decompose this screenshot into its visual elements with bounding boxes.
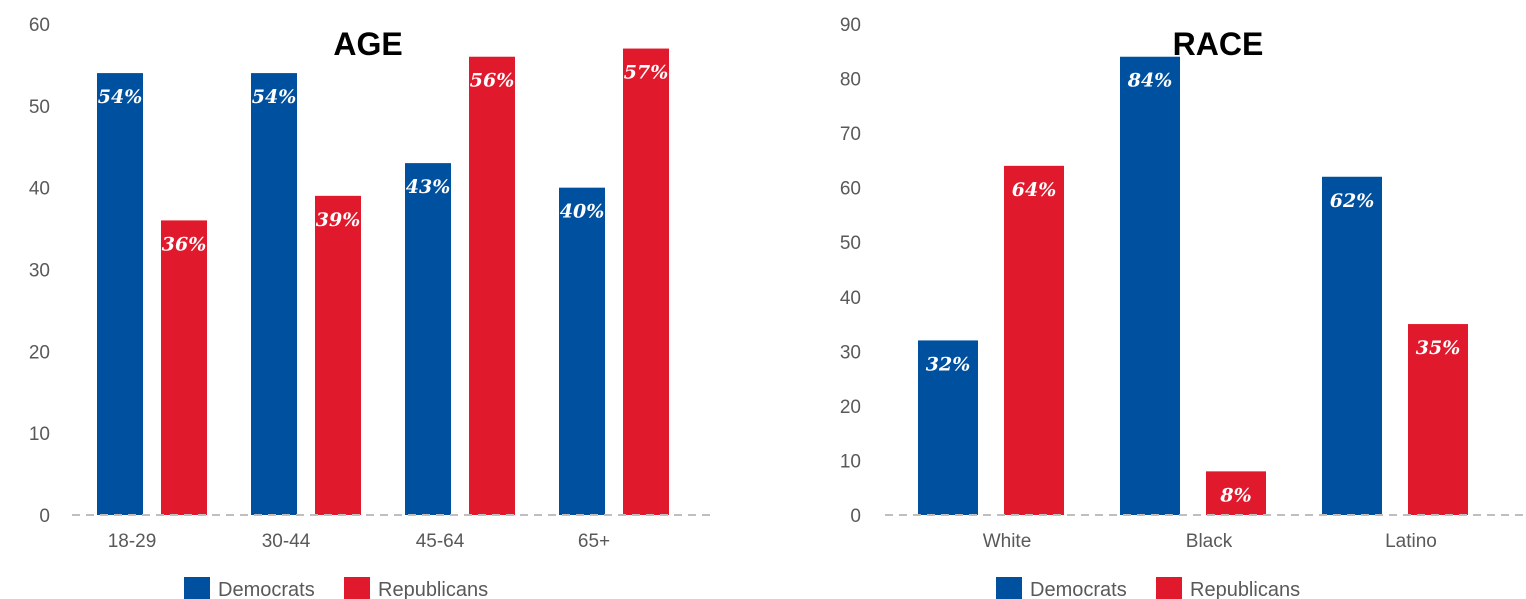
age-y-tick-label: 50 <box>29 97 50 118</box>
race-y-tick-label: 80 <box>840 70 861 91</box>
age-x-tick-label: 18-29 <box>108 531 157 552</box>
age-bar-republicans <box>469 56 515 515</box>
race-bar-republicans <box>1004 165 1064 515</box>
race-data-label: 8% <box>1219 484 1251 506</box>
race-y-tick-label: 60 <box>840 179 861 200</box>
race-y-tick-label: 20 <box>840 397 861 418</box>
race-chart-title: RACE <box>1173 26 1264 62</box>
age-bar-democrats <box>97 73 143 515</box>
age-bar-republicans <box>623 48 669 516</box>
age-y-tick-label: 0 <box>39 506 50 527</box>
age-bar-republicans <box>161 220 207 515</box>
race-bar-republicans <box>1408 324 1468 515</box>
age-data-label: 39% <box>316 209 361 231</box>
age-bar-republicans <box>315 195 361 515</box>
race-legend-label-democrats: Democrats <box>1030 579 1127 599</box>
age-x-tick-label: 65+ <box>578 531 610 552</box>
age-y-tick-label: 20 <box>29 342 50 363</box>
race-data-label: 62% <box>1330 190 1375 212</box>
age-data-label: 54% <box>252 86 297 108</box>
age-data-label: 36% <box>162 233 207 255</box>
age-data-label: 54% <box>98 86 143 108</box>
age-legend-swatch-democrats <box>184 577 210 599</box>
race-chart: 0 10 20 30 40 50 60 70 80 90 RACE 32% 64% White 84% 8% B… <box>840 15 1523 599</box>
age-y-tick-label: 60 <box>29 15 50 36</box>
race-legend-swatch-democrats <box>996 577 1022 599</box>
race-data-label: 35% <box>1416 337 1461 359</box>
race-bar-republicans <box>1206 471 1266 515</box>
race-legend-swatch-republicans <box>1156 577 1182 599</box>
age-x-tick-label: 45-64 <box>416 531 465 552</box>
race-bar-democrats <box>1120 56 1180 515</box>
race-bar-democrats <box>918 340 978 515</box>
age-chart-title: AGE <box>333 26 402 62</box>
age-chart: 0 10 20 30 40 50 60 AGE 54% 36% 18-29 54% 39% 30-44 43… <box>29 15 710 599</box>
race-y-tick-label: 50 <box>840 233 861 254</box>
age-data-label: 40% <box>560 201 605 223</box>
race-y-tick-label: 90 <box>840 15 861 36</box>
race-legend: Democrats Republicans <box>996 577 1300 599</box>
age-data-label: 43% <box>406 176 451 198</box>
age-legend-label-democrats: Democrats <box>218 579 315 599</box>
age-y-tick-label: 40 <box>29 179 50 200</box>
race-x-tick-label: Black <box>1186 531 1233 552</box>
race-legend-label-republicans: Republicans <box>1190 579 1300 599</box>
race-y-tick-label: 10 <box>840 451 861 472</box>
race-bar-democrats <box>1322 176 1382 515</box>
age-legend-label-republicans: Republicans <box>378 579 488 599</box>
age-legend-swatch-republicans <box>344 577 370 599</box>
age-bar-democrats <box>251 73 297 515</box>
age-x-tick-label: 30-44 <box>262 531 311 552</box>
race-y-tick-label: 30 <box>840 342 861 363</box>
age-y-tick-label: 30 <box>29 261 50 282</box>
race-data-label: 32% <box>926 353 971 375</box>
race-y-tick-label: 0 <box>850 506 861 527</box>
age-bar-democrats <box>559 187 605 515</box>
age-data-label: 57% <box>624 62 669 84</box>
race-x-tick-label: White <box>983 531 1032 552</box>
age-y-tick-label: 10 <box>29 424 50 445</box>
age-bar-democrats <box>405 163 451 515</box>
race-data-label: 64% <box>1012 179 1057 201</box>
age-legend: Democrats Republicans <box>184 577 488 599</box>
age-data-label: 56% <box>470 70 515 92</box>
race-y-tick-label: 70 <box>840 124 861 145</box>
race-y-tick-label: 40 <box>840 288 861 309</box>
race-x-tick-label: Latino <box>1385 531 1437 552</box>
race-data-label: 84% <box>1127 70 1173 92</box>
